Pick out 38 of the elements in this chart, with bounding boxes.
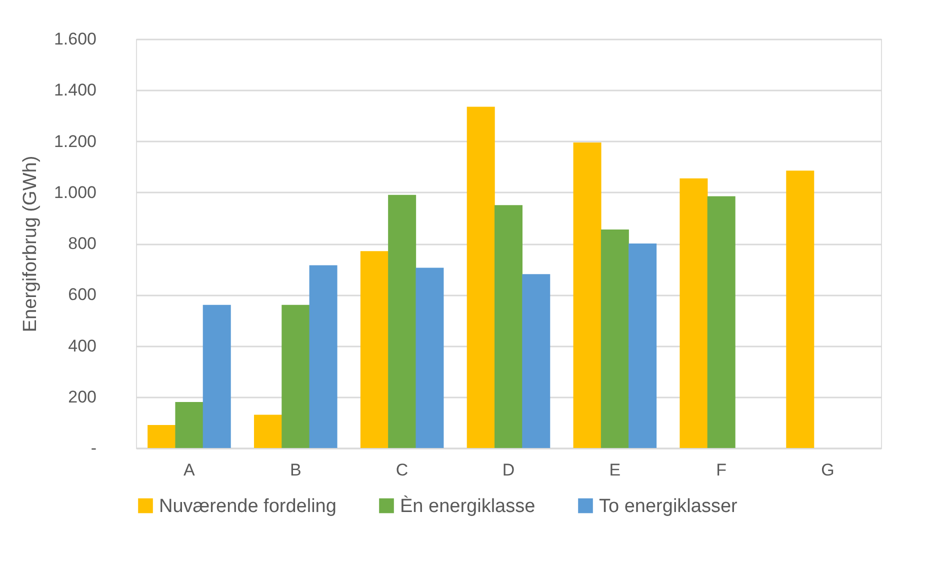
x-tick-label: G <box>821 460 834 480</box>
y-tick-label: 1.200 <box>54 132 96 151</box>
x-tick-label: C <box>396 460 408 480</box>
bar <box>202 304 231 448</box>
bar <box>573 142 602 448</box>
bar <box>254 414 282 448</box>
y-tick-label: 600 <box>68 285 96 304</box>
y-tick-label: 400 <box>68 336 96 356</box>
x-tick-label: A <box>184 460 196 480</box>
x-tick-label: F <box>716 460 727 480</box>
bar <box>494 205 522 448</box>
y-tick-label: 1.400 <box>54 80 96 100</box>
y-axis-title: Energiforbrug (GWh) <box>20 156 41 332</box>
y-tick-label: 1.600 <box>54 30 96 48</box>
y-tick-label: - <box>90 438 96 458</box>
legend-label: Nuværende fordeling <box>159 496 336 517</box>
legend-label: To energiklasser <box>599 496 738 517</box>
y-tick-label: 800 <box>68 234 96 253</box>
bar <box>522 274 550 448</box>
x-tick-label: D <box>502 460 515 480</box>
bar <box>309 265 338 448</box>
bar <box>360 251 388 448</box>
bar <box>707 196 736 448</box>
bar <box>680 178 708 448</box>
bar <box>148 424 176 448</box>
bar <box>282 304 310 448</box>
x-tick-label: B <box>290 460 302 480</box>
bar <box>466 106 495 448</box>
x-tick-label: E <box>609 460 621 480</box>
bar <box>600 229 629 448</box>
legend-label: Èn energiklasse <box>400 494 536 517</box>
bar <box>416 268 444 448</box>
bar <box>786 170 814 448</box>
bar <box>175 402 204 448</box>
bar <box>388 194 416 448</box>
bar <box>628 244 657 448</box>
y-tick-label: 200 <box>68 387 96 406</box>
y-tick-label: 1.000 <box>54 182 96 202</box>
